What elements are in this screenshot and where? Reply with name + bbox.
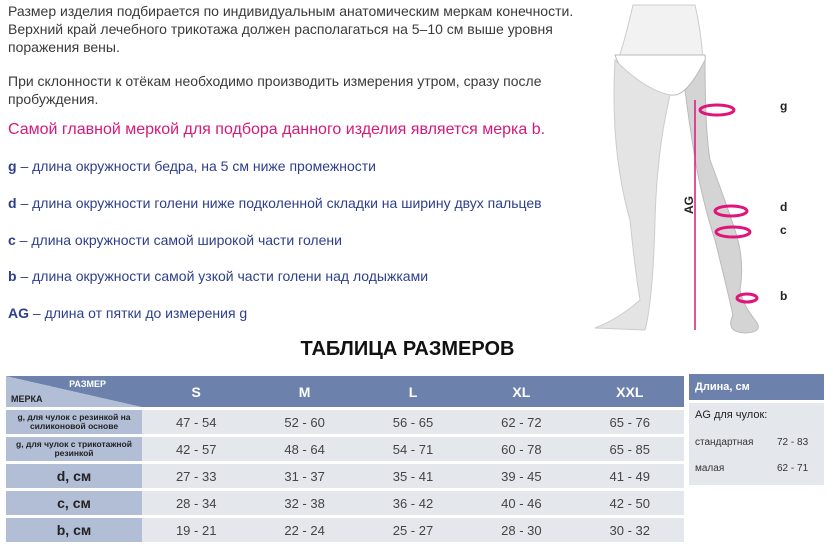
label-d: d xyxy=(780,200,788,214)
size-cell: 40 - 46 xyxy=(467,491,576,515)
intro-paragraph: Размер изделия подбирается по индивидуал… xyxy=(8,3,574,55)
size-cell: 28 - 30 xyxy=(467,518,576,542)
measure-c: c – длина окружности самой широкой части… xyxy=(8,232,342,248)
main-measure-note: Самой главной меркой для подбора данного… xyxy=(8,121,546,138)
length-subtitle: AG для чулок: xyxy=(695,409,768,421)
size-cell: 32 - 38 xyxy=(250,491,359,515)
label-b: b xyxy=(780,289,788,303)
size-cell: 62 - 72 xyxy=(467,410,576,434)
size-cell: 22 - 24 xyxy=(250,518,359,542)
label-ag: AG xyxy=(682,196,696,214)
size-cell: 27 - 33 xyxy=(142,464,251,488)
row-label: g, для чулок с трикотажной резинкой xyxy=(6,437,142,461)
measure-key: d xyxy=(8,195,17,211)
measure-d: d – длина окружности голени ниже подколе… xyxy=(8,195,542,211)
corner-cell: РАЗМЕР МЕРКА xyxy=(6,376,142,407)
length-value: 62 - 71 xyxy=(777,463,809,474)
row-label: g, для чулок с резинкой на силиконовой о… xyxy=(6,410,142,434)
size-cell: 47 - 54 xyxy=(142,410,251,434)
table-row: d, см 27 - 33 31 - 37 35 - 41 39 - 45 41 - 49 xyxy=(6,464,684,488)
b-measure-band xyxy=(735,292,759,304)
size-cell: 65 - 85 xyxy=(575,437,684,461)
measure-key: c xyxy=(8,232,16,248)
size-header: S xyxy=(142,376,251,407)
size-header: XL xyxy=(467,376,576,407)
size-cell: 48 - 64 xyxy=(250,437,359,461)
size-cell: 19 - 21 xyxy=(142,518,251,542)
c-measure-band xyxy=(714,225,752,239)
table-header: РАЗМЕР МЕРКА S M L XL XXL xyxy=(6,376,684,407)
measure-g: g – длина окружности бедра, на 5 см ниже… xyxy=(8,158,376,174)
length-panel: Длина, см AG для чулок: стандартная 72 -… xyxy=(689,374,824,485)
size-cell: 65 - 76 xyxy=(575,410,684,434)
length-name: стандартная xyxy=(695,437,754,448)
row-label: c, см xyxy=(6,491,142,515)
measure-key: b xyxy=(8,268,17,284)
table-row: g, для чулок с трикотажной резинкой 42 - … xyxy=(6,437,684,461)
label-c: c xyxy=(780,223,787,237)
size-cell: 31 - 37 xyxy=(250,464,359,488)
size-header: M xyxy=(250,376,359,407)
measure-key: g xyxy=(8,158,17,174)
table-title: ТАБЛИЦА РАЗМЕРОВ xyxy=(300,338,515,360)
size-cell: 39 - 45 xyxy=(467,464,576,488)
size-header: XXL xyxy=(575,376,684,407)
length-value: 72 - 83 xyxy=(777,437,809,448)
row-label: d, см xyxy=(6,464,142,488)
size-cell: 28 - 34 xyxy=(142,491,251,515)
size-cell: 60 - 78 xyxy=(467,437,576,461)
g-measure-band xyxy=(698,103,736,117)
d-measure-band xyxy=(713,204,749,218)
measure-b: b – длина окружности самой узкой части г… xyxy=(8,268,429,284)
length-name: малая xyxy=(695,463,725,474)
size-header: L xyxy=(358,376,468,407)
swelling-paragraph: При склонности к отёкам необходимо произ… xyxy=(8,73,542,107)
size-cell: 41 - 49 xyxy=(575,464,684,488)
leg-illustration xyxy=(594,4,759,334)
size-cell: 52 - 60 xyxy=(250,410,359,434)
size-cell: 35 - 41 xyxy=(358,464,468,488)
size-cell: 30 - 32 xyxy=(575,518,684,542)
size-cell: 25 - 27 xyxy=(358,518,468,542)
size-cell: 54 - 71 xyxy=(358,437,468,461)
length-header: Длина, см xyxy=(689,374,824,400)
size-cell: 36 - 42 xyxy=(358,491,468,515)
size-cell: 42 - 50 xyxy=(575,491,684,515)
size-cell: 42 - 57 xyxy=(142,437,251,461)
measure-key: AG xyxy=(8,305,29,321)
table-row: c, см 28 - 34 32 - 38 36 - 42 40 - 46 42 - 50 xyxy=(6,491,684,515)
size-table: РАЗМЕР МЕРКА S M L XL XXL g, для чулок с… xyxy=(6,373,684,545)
size-cell: 56 - 65 xyxy=(358,410,468,434)
table-row: g, для чулок с резинкой на силиконовой о… xyxy=(6,410,684,434)
measure-ag: AG – длина от пятки до измерения g xyxy=(8,305,248,321)
label-g: g xyxy=(780,99,788,113)
row-label: b, см xyxy=(6,518,142,542)
table-row: b, см 19 - 21 22 - 24 25 - 27 28 - 30 30 - 32 xyxy=(6,518,684,542)
